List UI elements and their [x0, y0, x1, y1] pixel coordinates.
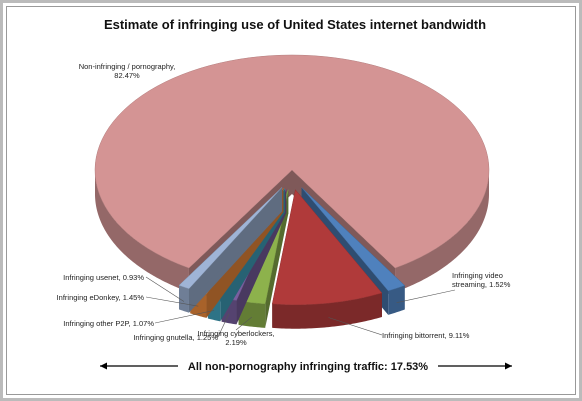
leader-line: [217, 313, 230, 338]
annotation: All non-pornography infringing traffic: …: [188, 361, 428, 373]
slice-side: [238, 300, 266, 328]
slice-wall: [178, 187, 283, 310]
slice: [178, 187, 283, 313]
leader-line: [396, 289, 456, 303]
slice: [301, 187, 406, 292]
data-label: Infringing gnutella, 1.25%: [133, 333, 218, 342]
leader-line: [154, 310, 215, 324]
leader-line: [145, 276, 185, 302]
data-label: Infringing cyberlockers, 2.19%: [197, 329, 275, 347]
slice: [271, 189, 383, 329]
leader-line: [328, 317, 383, 336]
slice: [94, 54, 490, 269]
data-label: Infringing usenet, 0.93%: [63, 273, 144, 282]
data-label: Infringing other P2P, 1.07%: [63, 319, 154, 328]
slice-side: [272, 293, 382, 329]
data-label: Non-infringing / pornography, 82.47%: [78, 62, 176, 80]
data-label: Infringing video streaming, 1.52%: [452, 271, 511, 289]
data-label: Infringing bittorrent, 9.11%: [382, 331, 470, 340]
slice: [178, 187, 283, 289]
slice-side: [388, 285, 405, 315]
slice-side: [95, 170, 189, 293]
arrow-head: [100, 362, 107, 370]
chart-title: Estimate of infringing use of United Sta…: [104, 17, 486, 32]
data-label: Infringing eDonkey, 1.45%: [56, 293, 144, 302]
arrow-head: [505, 362, 512, 370]
slice-side: [178, 285, 189, 313]
inner-frame: [6, 6, 576, 395]
leader-line: [235, 316, 252, 331]
leader-line: [145, 296, 199, 307]
slice-side: [395, 170, 489, 293]
slice: [271, 189, 383, 305]
pie: [94, 54, 490, 329]
